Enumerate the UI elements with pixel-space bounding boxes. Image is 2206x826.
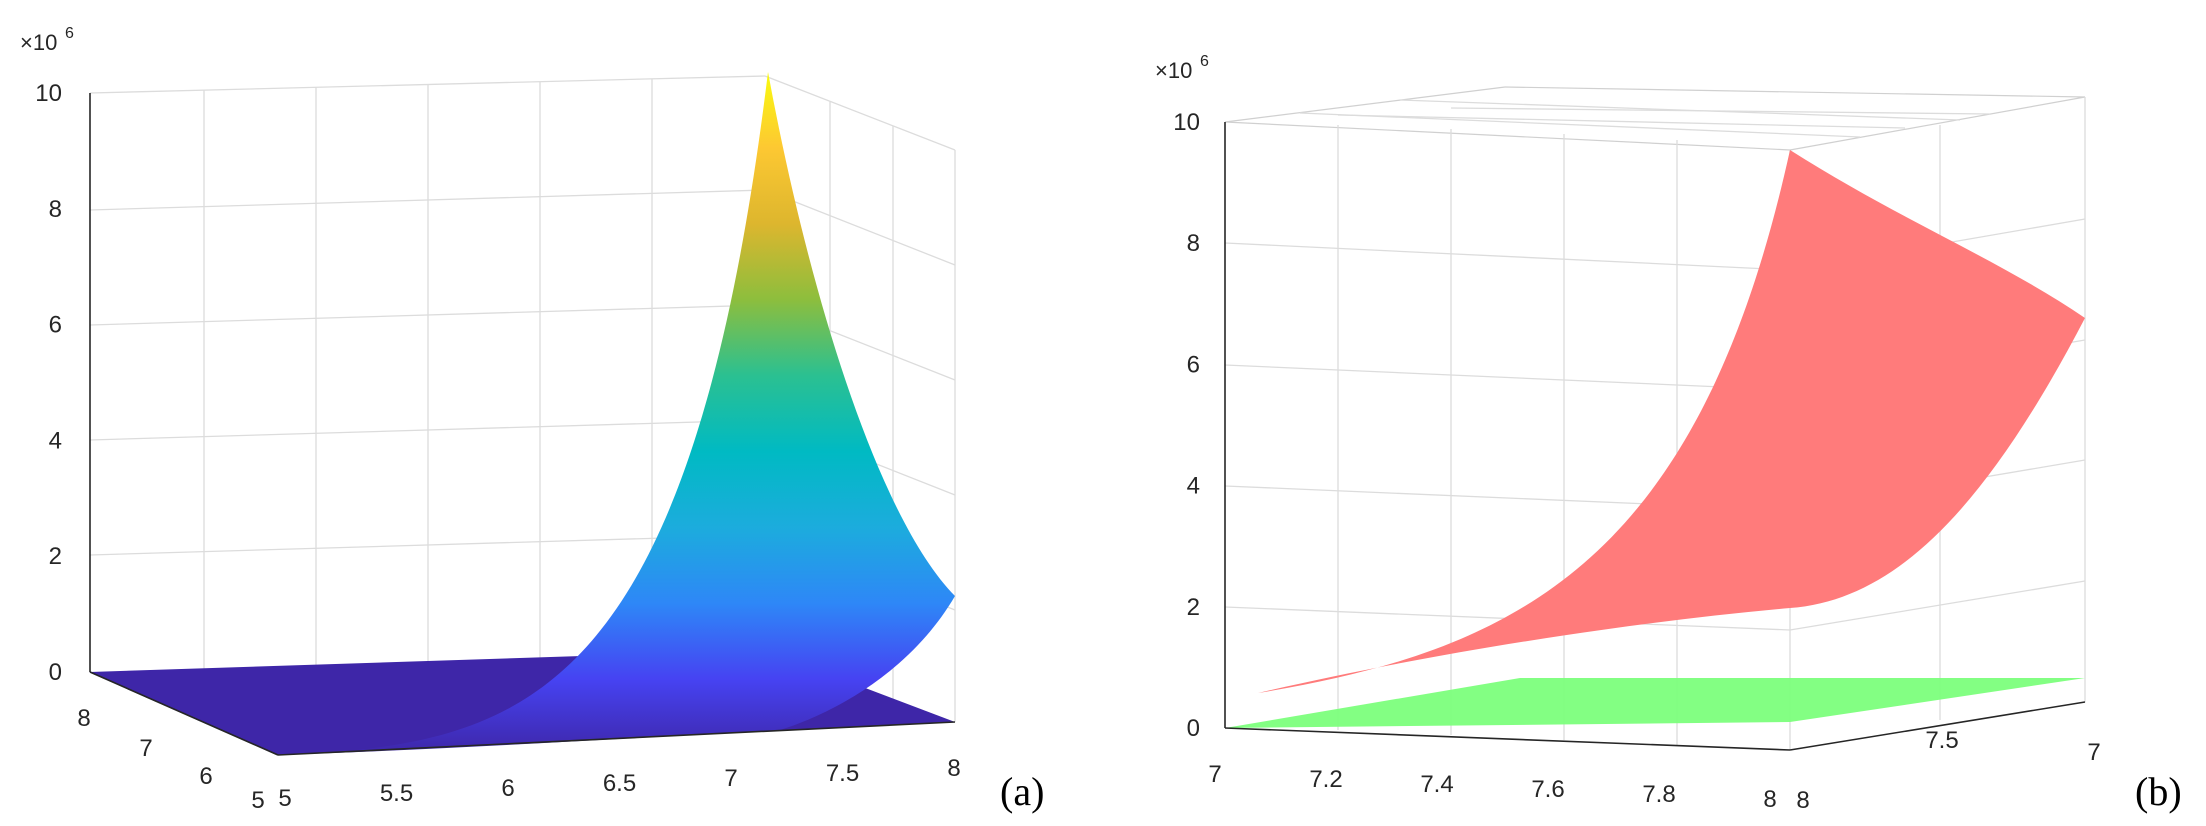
panel-b-axes [1224, 122, 2086, 751]
surface-red [1258, 150, 2085, 693]
z-tick-label: 10 [1173, 109, 1200, 136]
x-axis-line [1224, 727, 1791, 751]
panel-b-z-tick-labels: 0 2 4 6 8 10 [1173, 109, 1200, 742]
y-tick-label: 8 [1796, 787, 1809, 814]
x-tick-label: 7.2 [1309, 766, 1342, 793]
z-tick-label: 0 [49, 659, 62, 686]
panel-b-y-tick-labels: 87.5 7 [1796, 727, 2100, 814]
y-tick-label: 7 [2087, 739, 2100, 766]
z-exponent-power: 6 [65, 25, 74, 42]
z-exponent-base: ×10 [20, 30, 57, 55]
z-tick-label: 8 [49, 196, 62, 223]
z-tick-label: 0 [1187, 715, 1200, 742]
z-exponent-power: 6 [1200, 53, 1209, 70]
z-tick-label: 4 [49, 427, 62, 454]
panel-b-z-exponent: ×10 6 [1155, 53, 1209, 83]
panel-a-z-exponent: ×10 6 [20, 25, 74, 55]
panel-a-y-tick-labels: 8 7 6 5 [77, 705, 264, 814]
z-tick-label: 6 [1187, 351, 1200, 378]
y-tick-label: 7 [139, 735, 152, 762]
panel-b-label: (b) [2135, 769, 2182, 814]
z-tick-label: 6 [49, 312, 62, 339]
y-axis-line [1789, 701, 2086, 751]
x-tick-label: 5 [278, 785, 291, 812]
panel-a-x-tick-labels: 5 5.5 6 6.5 7 7.5 8 [278, 755, 960, 812]
x-axis-line [277, 721, 956, 756]
panel-a-axes [89, 93, 956, 756]
z-tick-label: 8 [1187, 230, 1200, 257]
y-tick-label: 7.5 [1925, 727, 1958, 754]
y-axis-line [89, 671, 279, 756]
panel-b-surfaces [1225, 150, 2085, 728]
z-tick-label: 2 [1187, 594, 1200, 621]
y-tick-label: 6 [199, 763, 212, 790]
panel-a-surface-plot: ×10 6 0 2 4 6 8 10 8 7 6 5 5 5.5 6 6.5 7 7.5 8 (a) [20, 25, 1044, 814]
x-tick-label: 5.5 [380, 780, 413, 807]
panel-b-x-tick-labels: 7 7.2 7.4 7.6 7.8 8 [1208, 761, 1776, 813]
x-tick-label: 7.5 [826, 760, 859, 787]
y-tick-label: 5 [251, 787, 264, 814]
surface-rising-sheet [278, 72, 955, 755]
surface-green [1225, 678, 2085, 728]
z-tick-label: 10 [35, 80, 62, 107]
panel-a-z-tick-labels: 0 2 4 6 8 10 [35, 80, 62, 686]
y-tick-label: 8 [77, 705, 90, 732]
z-tick-label: 2 [49, 543, 62, 570]
x-tick-label: 7.6 [1531, 776, 1564, 803]
panel-a-surface [89, 72, 955, 756]
x-tick-label: 6.5 [603, 770, 636, 797]
x-tick-label: 7.4 [1420, 771, 1453, 798]
x-tick-label: 8 [1763, 786, 1776, 813]
panel-a-label: (a) [1000, 769, 1044, 814]
x-tick-label: 8 [947, 755, 960, 782]
x-tick-label: 6 [501, 775, 514, 802]
z-exponent-base: ×10 [1155, 58, 1192, 83]
z-tick-label: 4 [1187, 473, 1200, 500]
x-tick-label: 7 [1208, 761, 1221, 788]
x-tick-label: 7 [724, 765, 737, 792]
x-tick-label: 7.8 [1642, 781, 1675, 808]
